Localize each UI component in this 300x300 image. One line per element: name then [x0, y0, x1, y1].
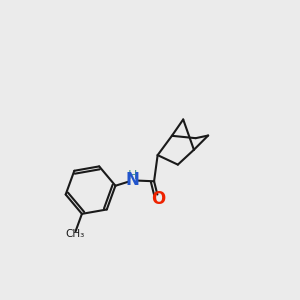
Text: CH₃: CH₃	[65, 229, 84, 239]
Text: N: N	[126, 171, 140, 189]
Text: H: H	[128, 169, 137, 182]
Text: O: O	[152, 190, 166, 208]
